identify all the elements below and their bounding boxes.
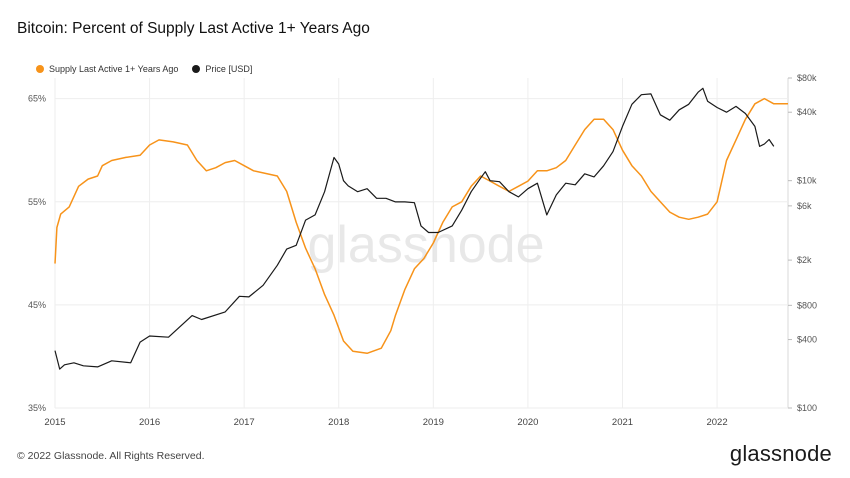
copyright-text: © 2022 Glassnode. All Rights Reserved. xyxy=(17,450,205,462)
supply-series-line xyxy=(54,97,788,355)
x-tick-label: 2015 xyxy=(44,417,65,428)
x-axis-ticks: 2015 2016 2017 2018 2019 2020 2021 2022 xyxy=(44,417,727,428)
left-tick-label: 45% xyxy=(28,300,46,310)
right-tick-label: $800 xyxy=(797,300,817,310)
left-tick-label: 35% xyxy=(28,403,46,413)
x-tick-label: 2016 xyxy=(139,417,160,428)
price-series-line xyxy=(54,87,775,370)
x-tick-label: 2021 xyxy=(612,417,633,428)
legend-item-price[interactable]: Price [USD] xyxy=(192,64,252,74)
legend-price-swatch xyxy=(192,65,201,73)
right-tick-label: $40k xyxy=(797,107,817,117)
legend-price-label: Price [USD] xyxy=(205,64,253,74)
grid-layer xyxy=(54,78,789,409)
left-tick-label: 55% xyxy=(28,197,46,207)
left-tick-label: 65% xyxy=(28,94,46,104)
legend-supply-label: Supply Last Active 1+ Years Ago xyxy=(49,64,179,74)
legend-supply-swatch xyxy=(36,65,44,73)
series-layer xyxy=(54,87,788,370)
chart-legend: Supply Last Active 1+ Years Ago Price [U… xyxy=(36,64,252,74)
watermark-text: glassnode xyxy=(307,216,544,274)
left-axis-ticks: 35% 45% 55% 65% xyxy=(28,94,46,413)
right-tick-label: $10k xyxy=(797,176,817,186)
right-tick-label: $400 xyxy=(797,335,817,345)
x-tick-label: 2017 xyxy=(234,417,255,428)
x-tick-label: 2018 xyxy=(328,417,349,428)
x-tick-label: 2022 xyxy=(706,417,727,428)
right-tick-label: $80k xyxy=(797,73,817,83)
x-tick-label: 2019 xyxy=(423,417,444,428)
right-tick-label: $6k xyxy=(797,201,812,211)
legend-item-supply[interactable]: Supply Last Active 1+ Years Ago xyxy=(36,64,178,74)
chart-title: Bitcoin: Percent of Supply Last Active 1… xyxy=(17,20,370,37)
x-tick-label: 2020 xyxy=(517,417,538,428)
right-axis-ticks: $100 $400 $800 $2k $6k $10k $40k $80k xyxy=(788,73,817,413)
glassnode-logo[interactable]: glassnode xyxy=(729,441,832,466)
right-tick-label: $100 xyxy=(797,403,817,413)
right-tick-label: $2k xyxy=(797,255,812,265)
